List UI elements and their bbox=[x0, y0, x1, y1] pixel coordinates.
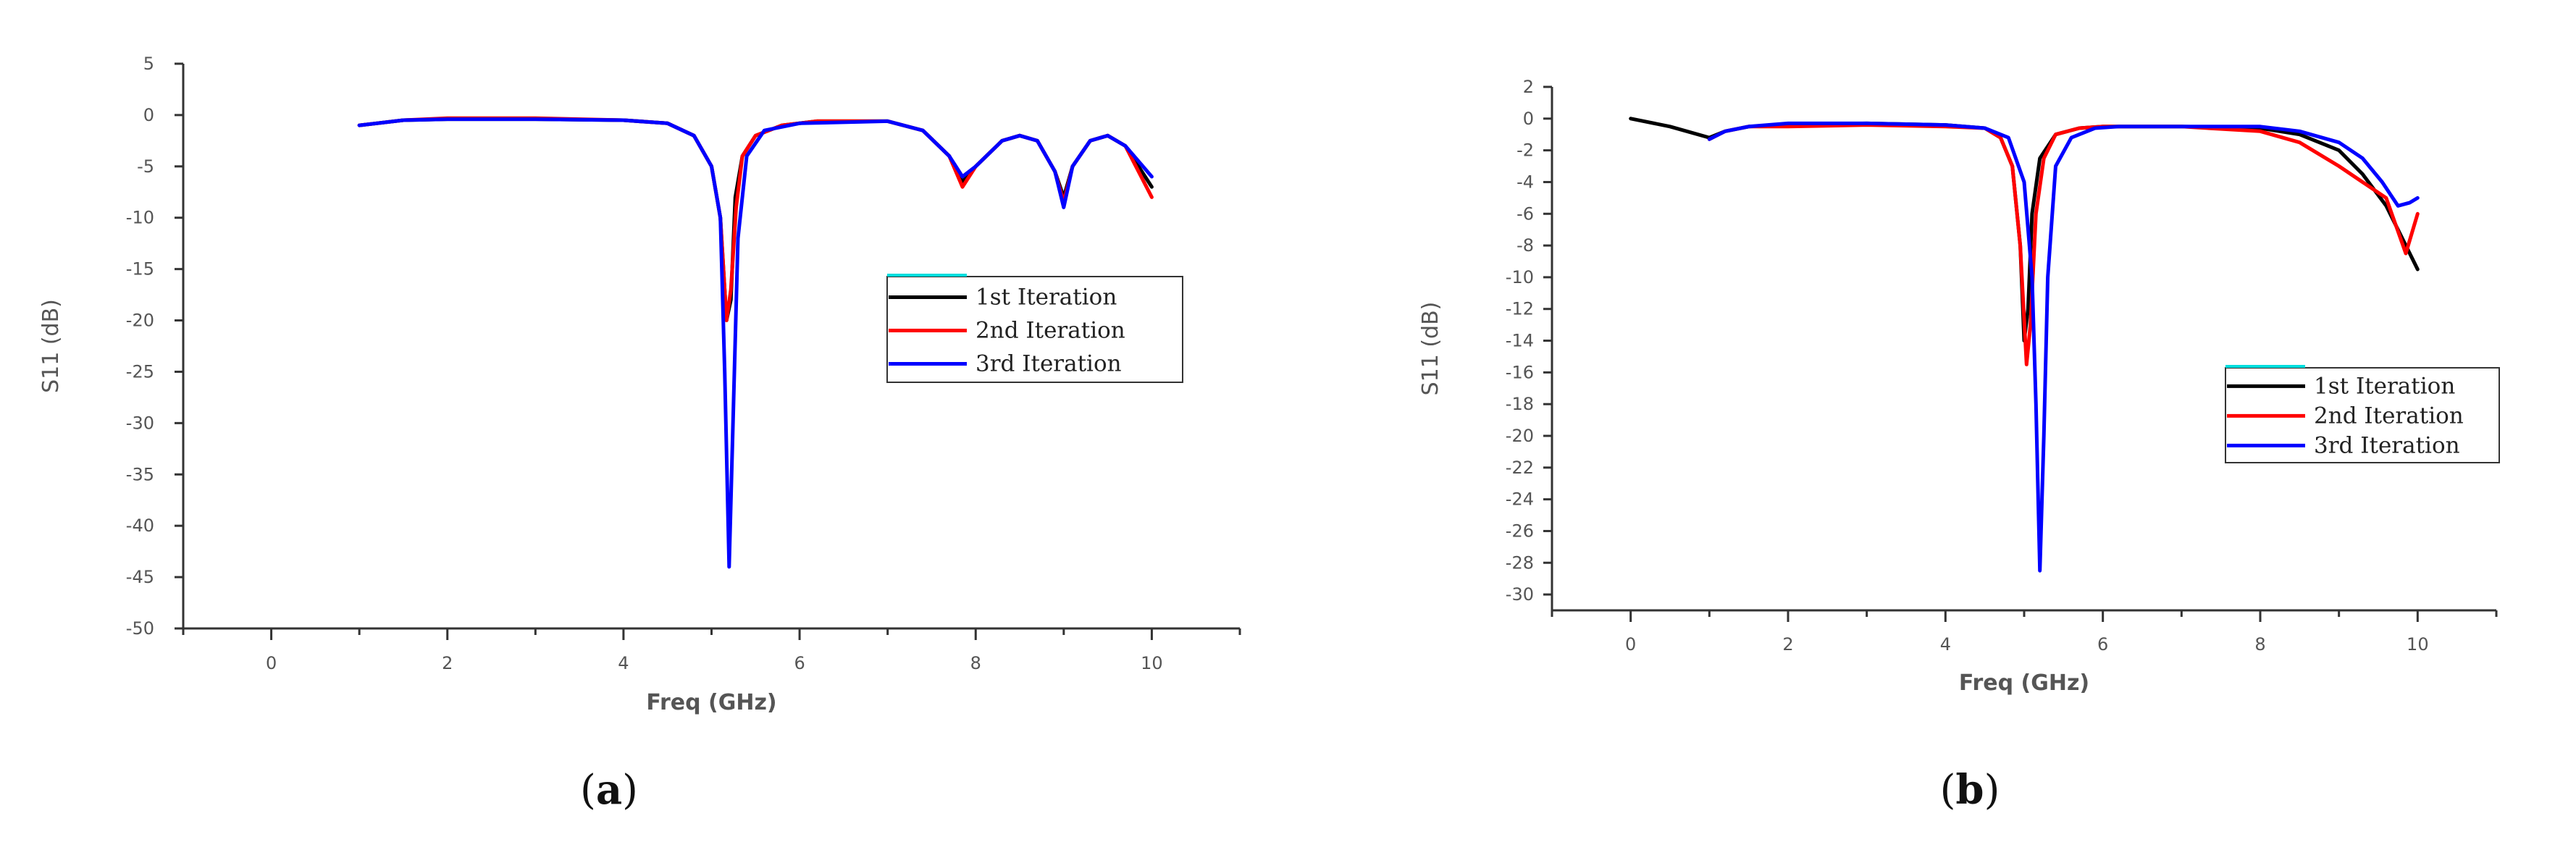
x-tick-label: 4 bbox=[1940, 634, 1951, 655]
y-tick-label: -22 bbox=[1506, 458, 1534, 478]
y-tick-label: -30 bbox=[1506, 584, 1534, 605]
y-tick-label: -5 bbox=[137, 156, 154, 177]
y-tick-label: -20 bbox=[1506, 426, 1534, 446]
y-tick-label: -40 bbox=[126, 516, 154, 536]
y-tick-label: 0 bbox=[143, 105, 154, 125]
y-tick-label: -8 bbox=[1516, 235, 1534, 256]
x-tick-label: 6 bbox=[794, 653, 805, 673]
x-tick-label: 0 bbox=[266, 653, 277, 673]
y-tick-label: -12 bbox=[1506, 299, 1534, 319]
x-tick-label: 4 bbox=[618, 653, 629, 673]
x-tick-label: 2 bbox=[1782, 634, 1793, 655]
y-tick-label: -10 bbox=[126, 208, 154, 228]
y-tick-label: 2 bbox=[1523, 77, 1534, 97]
y-tick-label: -50 bbox=[126, 618, 154, 639]
y-axis-title: S11 (dB) bbox=[38, 299, 64, 393]
series-line-3 bbox=[1709, 123, 2417, 571]
legend-entry-1: 1st Iteration bbox=[976, 285, 1117, 311]
y-tick-label: -4 bbox=[1516, 172, 1534, 192]
x-tick-label: 6 bbox=[2097, 634, 2108, 655]
legend-entry-1: 1st Iteration bbox=[2314, 373, 2455, 399]
y-tick-label: -24 bbox=[1506, 489, 1534, 510]
x-axis-title: Freq (GHz) bbox=[1959, 670, 2089, 696]
x-axis-title: Freq (GHz) bbox=[646, 690, 776, 715]
y-tick-label: -16 bbox=[1506, 362, 1534, 382]
y-tick-label: -6 bbox=[1516, 203, 1534, 224]
x-tick-label: 8 bbox=[970, 653, 981, 673]
y-tick-label: -25 bbox=[126, 361, 154, 382]
x-tick-label: 0 bbox=[1625, 634, 1636, 655]
legend-entry-3: 3rd Iteration bbox=[2314, 432, 2460, 458]
y-tick-label: -2 bbox=[1516, 140, 1534, 161]
y-tick-label: -26 bbox=[1506, 521, 1534, 541]
y-tick-label: -15 bbox=[126, 259, 154, 279]
y-tick-label: -20 bbox=[126, 311, 154, 331]
y-tick-label: -18 bbox=[1506, 394, 1534, 414]
x-tick-label: 2 bbox=[442, 653, 453, 673]
panel-label-a: (a) bbox=[580, 766, 638, 814]
x-tick-label: 8 bbox=[2254, 634, 2265, 655]
y-tick-label: 0 bbox=[1523, 109, 1534, 129]
chart-panel-b: 2 0 -2 -4 -6 -8 -10 -12 -14 -16 -18 -20 -22 -24 -26 -28… bbox=[1418, 77, 2499, 696]
y-tick-label: -45 bbox=[126, 567, 154, 587]
panel-label-b: (b) bbox=[1940, 766, 2000, 814]
legend-entry-2: 2nd Iteration bbox=[2314, 403, 2464, 429]
legend: 1st Iteration 2nd Iteration 3rd Iteration bbox=[2225, 366, 2499, 463]
chart-panel-a: 5 0 -5 -10 -15 -20 -25 -30 -35 -40 -45 -50 0 2 4 6 8 10 Fr… bbox=[38, 54, 1240, 715]
x-tick-label: 10 bbox=[2407, 634, 2429, 655]
legend-entry-2: 2nd Iteration bbox=[976, 318, 1125, 344]
series-line-2 bbox=[1709, 125, 2417, 365]
y-tick-label: -14 bbox=[1506, 331, 1534, 351]
y-tick-label: -35 bbox=[126, 464, 154, 484]
legend: 1st Iteration 2nd Iteration 3rd Iteration bbox=[887, 275, 1183, 382]
y-tick-label: 5 bbox=[143, 54, 154, 74]
y-tick-label: -10 bbox=[1506, 267, 1534, 287]
x-tick-label: 10 bbox=[1141, 653, 1163, 673]
y-tick-label: -30 bbox=[126, 413, 154, 433]
legend-entry-3: 3rd Iteration bbox=[976, 351, 1122, 377]
y-axis-title: S11 (dB) bbox=[1418, 302, 1443, 396]
y-tick-label: -28 bbox=[1506, 552, 1534, 573]
